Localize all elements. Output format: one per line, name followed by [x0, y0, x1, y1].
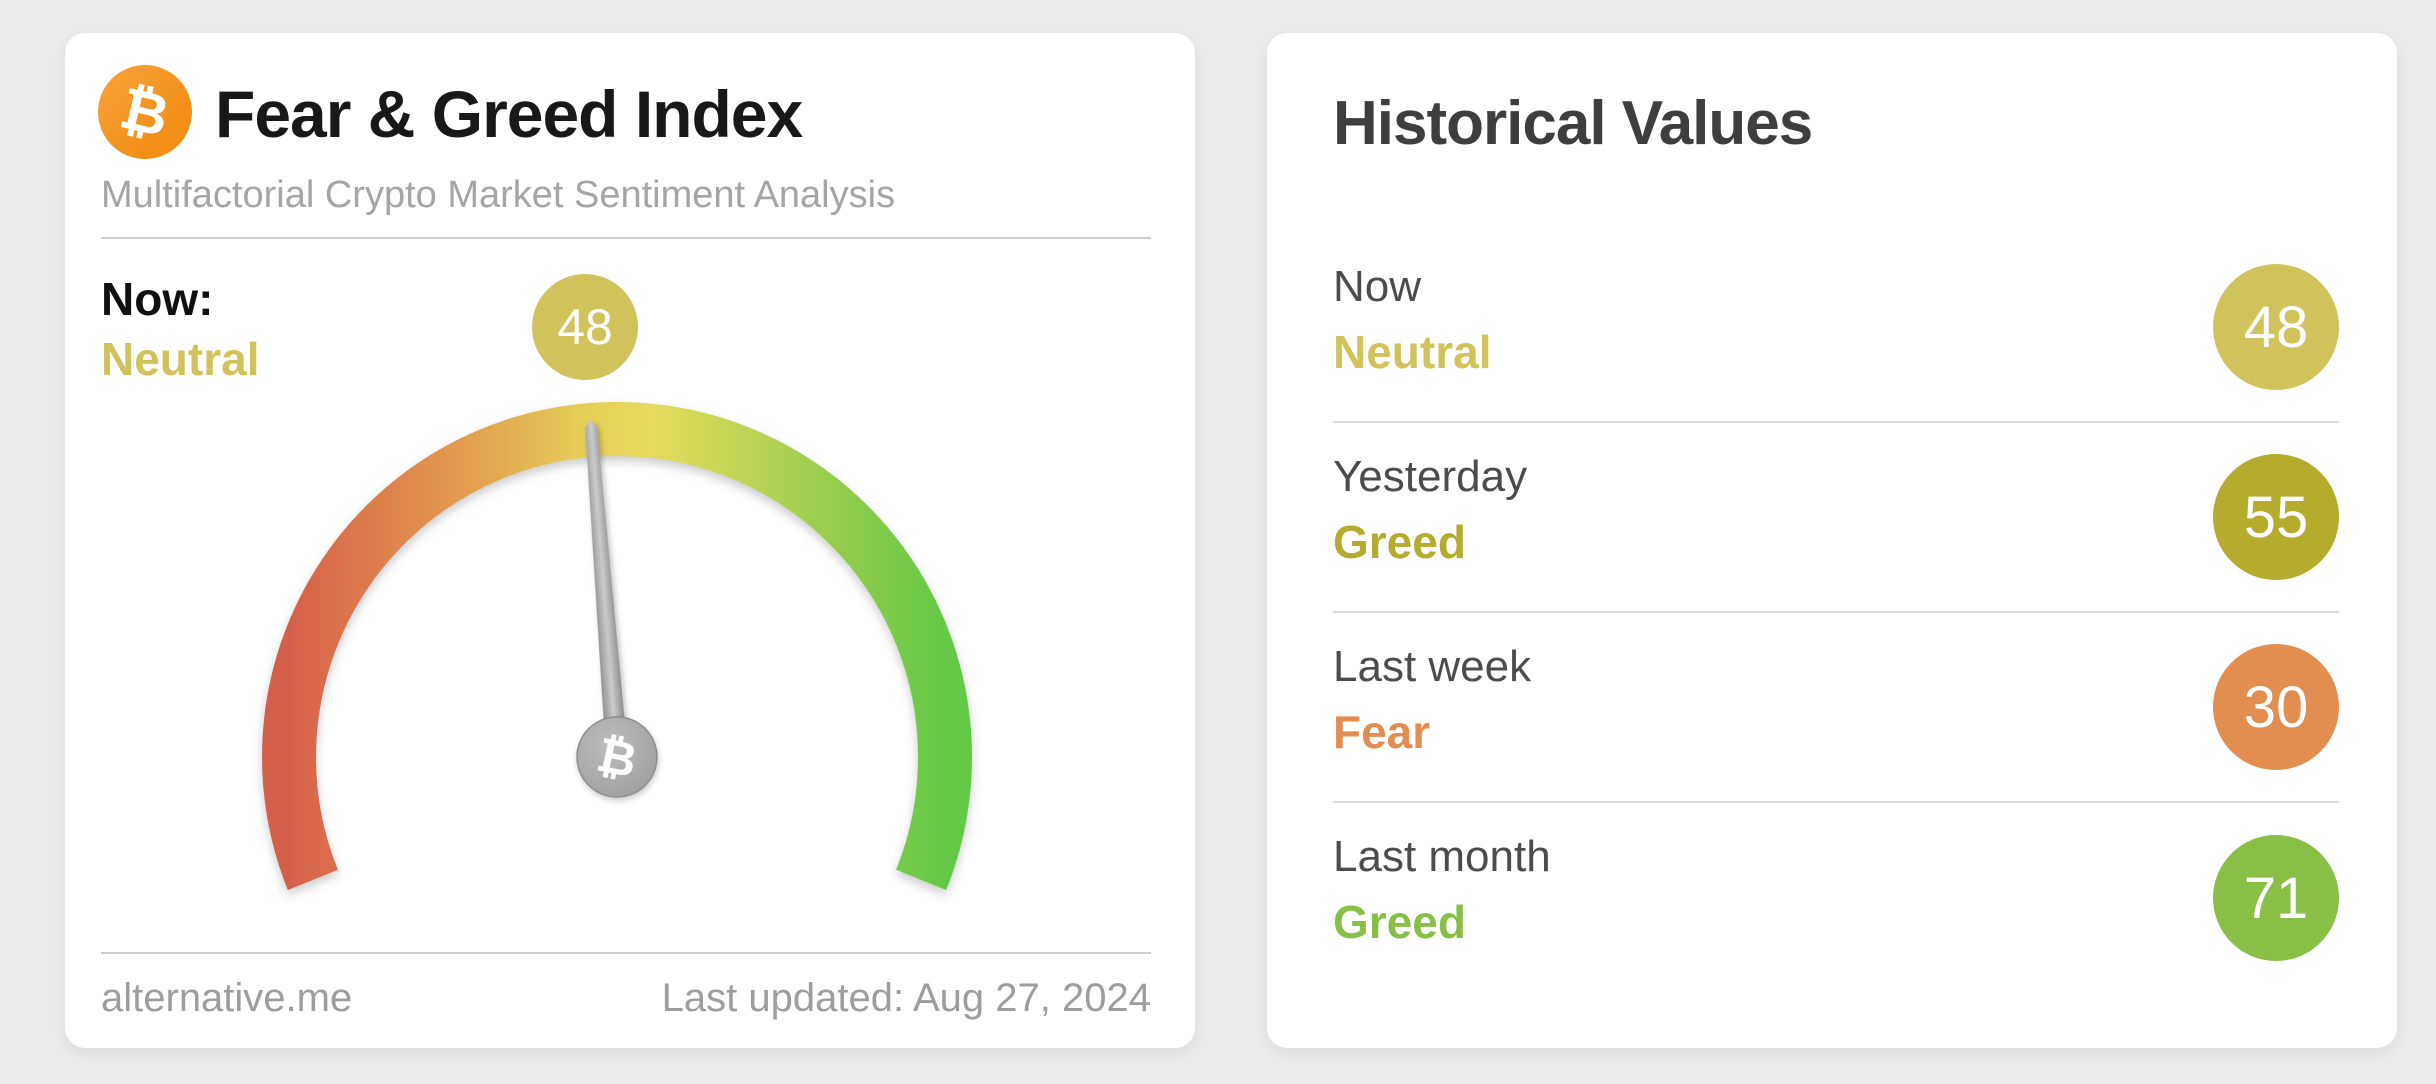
row-value-badge: 71 [2213, 835, 2339, 961]
row-period-label: Yesterday [1333, 452, 1528, 501]
historical-row-yesterday: Yesterday Greed 55 [1333, 423, 2339, 613]
row-period-label: Now [1333, 262, 1422, 311]
footer-divider [101, 952, 1151, 954]
gauge-chart: ₿ [262, 402, 972, 890]
gauge-arc [262, 402, 972, 890]
row-classification: Fear [1333, 706, 1431, 758]
row-period-label: Last week [1333, 642, 1532, 691]
row-value-badge: 48 [2213, 264, 2339, 390]
now-classification: Neutral [101, 333, 260, 385]
gauge-hub [576, 716, 658, 798]
row-value-badge: 30 [2213, 644, 2339, 770]
row-period-label: Last month [1333, 832, 1551, 881]
gauge-needle [585, 420, 628, 758]
gauge-value-badge: 48 [532, 274, 638, 380]
historical-title: Historical Values [1333, 89, 1813, 158]
fear-greed-card: ₿ Fear & Greed Index Multifactorial Cryp… [65, 33, 1195, 1048]
historical-rows: Now Neutral 48 Yesterday Greed 55 Last w… [1333, 233, 2339, 993]
last-updated-label: Last updated: Aug 27, 2024 [661, 976, 1151, 1020]
historical-row-now: Now Neutral 48 [1333, 233, 2339, 423]
now-label: Now: [101, 273, 214, 325]
bitcoin-icon: ₿ [98, 65, 192, 159]
row-classification: Neutral [1333, 326, 1492, 378]
card-subtitle: Multifactorial Crypto Market Sentiment A… [101, 174, 896, 216]
historical-row-last-month: Last month Greed 71 [1333, 803, 2339, 993]
historical-row-last-week: Last week Fear 30 [1333, 613, 2339, 803]
historical-values-card: Historical Values Now Neutral 48 Yesterd… [1267, 33, 2397, 1048]
card-title: Fear & Greed Index [215, 77, 803, 151]
row-classification: Greed [1333, 896, 1466, 948]
row-classification: Greed [1333, 516, 1466, 568]
source-link[interactable]: alternative.me [101, 976, 353, 1020]
row-value-badge: 55 [2213, 454, 2339, 580]
header-divider [101, 237, 1151, 239]
